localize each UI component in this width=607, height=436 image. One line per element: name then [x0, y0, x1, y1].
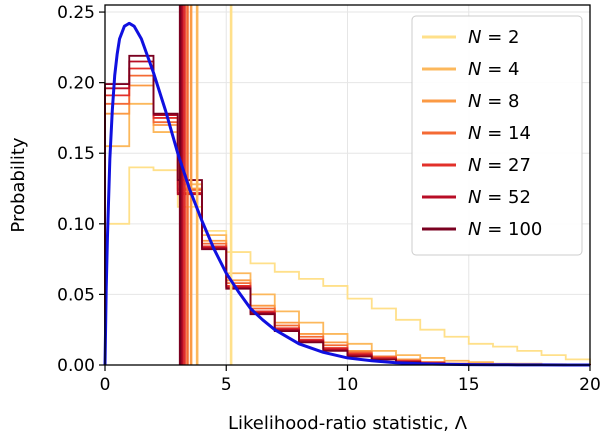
- y-tick-label-5: 0.25: [57, 3, 95, 23]
- x-axis-ticks: 0 5 10 15 20: [100, 365, 601, 395]
- y-tick-label-1: 0.05: [57, 285, 95, 305]
- x-tick-label-3: 15: [458, 375, 480, 395]
- legend-label-1: N = 4: [468, 59, 519, 80]
- legend: N = 2 N = 4 N = 8 N = 14 N = 27 N = 52 N = 100: [411, 15, 583, 256]
- x-tick-label-2: 10: [337, 375, 359, 395]
- x-tick-label-4: 20: [579, 375, 601, 395]
- x-axis-label: Likelihood-ratio statistic, Λ: [228, 413, 468, 434]
- reference-curve: [103, 21, 590, 367]
- reference-curve-layer: [103, 21, 590, 367]
- x-tick-label-0: 0: [100, 375, 111, 395]
- legend-label-4: N = 27: [468, 155, 531, 176]
- histogram-series-0: [104, 166, 591, 365]
- x-tick-label-1: 5: [221, 375, 232, 395]
- legend-label-0: N = 2: [468, 27, 519, 48]
- y-tick-label-3: 0.15: [57, 144, 95, 164]
- y-tick-label-2: 0.10: [57, 215, 95, 235]
- legend-label-5: N = 52: [468, 187, 531, 208]
- y-axis-label: Probability: [8, 137, 29, 232]
- legend-label-2: N = 8: [468, 91, 519, 112]
- y-tick-label-4: 0.20: [57, 74, 95, 94]
- legend-label-6: N = 100: [468, 219, 542, 240]
- y-axis-ticks: 0.00 0.05 0.10 0.15 0.20 0.25: [57, 3, 105, 376]
- legend-box: [411, 15, 583, 256]
- legend-label-3: N = 14: [468, 123, 531, 144]
- y-tick-label-0: 0.00: [57, 356, 95, 376]
